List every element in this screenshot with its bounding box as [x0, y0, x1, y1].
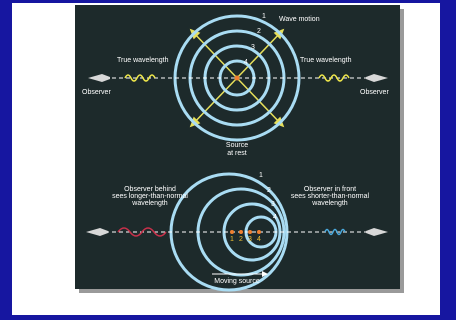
label: Observer [360, 89, 389, 96]
source-dot [239, 230, 243, 234]
label: Source [226, 142, 248, 149]
label: 4 [273, 214, 277, 221]
label: 4 [244, 59, 248, 66]
label: Observer [82, 89, 111, 96]
label: sees shorter-than-normal [291, 193, 370, 200]
label: 1 [259, 172, 263, 179]
label: Observer in front [304, 186, 356, 193]
source-dot [230, 230, 234, 234]
label: 3 [271, 201, 275, 208]
label: Wave motion [279, 16, 320, 23]
source-dot [248, 230, 252, 234]
slide: Wave motion 1 2 3 4 True wavelength True… [0, 0, 456, 315]
label: Observer behind [124, 186, 176, 193]
label: 2 [267, 187, 271, 194]
label: sees longer-than-normal [112, 193, 188, 200]
label: True wavelength [117, 57, 169, 64]
label: True wavelength [300, 57, 352, 64]
label: 3 [248, 236, 252, 243]
label: Moving source [214, 278, 260, 285]
label: 2 [239, 236, 243, 243]
source-dot [235, 76, 240, 81]
source-dot [257, 230, 261, 234]
label: wavelength [311, 200, 348, 207]
label: 2 [257, 28, 261, 35]
label: 4 [257, 236, 261, 243]
page: Wave motion 1 2 3 4 True wavelength True… [0, 0, 456, 315]
label: wavelength [131, 200, 168, 207]
label: 3 [251, 44, 255, 51]
label: 1 [230, 236, 234, 243]
label: 1 [262, 13, 266, 20]
label: at rest [227, 150, 247, 157]
